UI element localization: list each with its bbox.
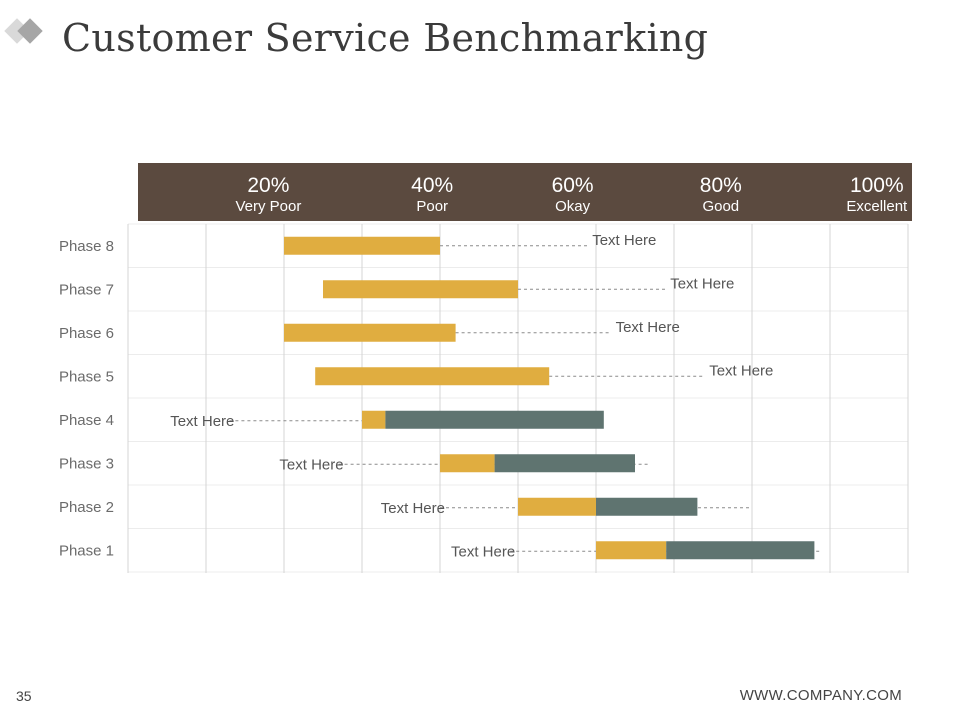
rating-header-column: 60% Okay bbox=[508, 163, 638, 216]
logo-diamond-dark bbox=[17, 18, 43, 44]
rating-header-column: 20% Very Poor bbox=[203, 163, 333, 216]
rating-label: Okay bbox=[555, 198, 591, 215]
phase-label: Phase 4 bbox=[59, 412, 114, 429]
phase-label: Phase 1 bbox=[59, 542, 114, 559]
callout-text: Text Here bbox=[592, 232, 656, 249]
footer-website: WWW.COMPANY.COM bbox=[739, 687, 902, 704]
phase-label: Phase 2 bbox=[59, 499, 114, 516]
rating-percent: 80% bbox=[699, 174, 742, 197]
callout-text: Text Here bbox=[279, 456, 343, 473]
callout-text: Text Here bbox=[381, 500, 445, 517]
bar-segment-accent bbox=[440, 454, 495, 473]
logo-diamond-light bbox=[4, 18, 30, 44]
bar-segment-accent bbox=[315, 367, 550, 386]
rating-percent: 100% bbox=[849, 174, 904, 197]
rating-label: Poor bbox=[416, 198, 449, 215]
bar-segment-secondary bbox=[596, 497, 698, 516]
phase-label: Phase 3 bbox=[59, 455, 114, 472]
bar-segment-accent bbox=[284, 323, 456, 342]
bar-segment-accent bbox=[323, 280, 518, 299]
slide-title: Customer Service Benchmarking bbox=[62, 16, 709, 60]
bar-segment-secondary bbox=[494, 454, 635, 473]
rating-percent: 60% bbox=[551, 174, 594, 197]
rating-header-column: 100% Excellent bbox=[812, 163, 942, 216]
rating-percent: 20% bbox=[247, 174, 290, 197]
rating-label: Excellent bbox=[846, 198, 908, 215]
callout-text: Text Here bbox=[451, 543, 515, 560]
phase-label: Phase 7 bbox=[59, 281, 114, 298]
phase-label: Phase 6 bbox=[59, 325, 114, 342]
callout-text: Text Here bbox=[709, 362, 773, 379]
bar-segment-secondary bbox=[385, 410, 604, 429]
rating-header-band: 20% Very Poor 40% Poor 60% Okay 80% Good 100% Exc… bbox=[138, 163, 912, 221]
callout-text: Text Here bbox=[616, 319, 680, 336]
bar-segment-accent bbox=[518, 497, 596, 516]
bar-segment-secondary bbox=[666, 541, 815, 560]
rating-header-column: 40% Poor bbox=[367, 163, 497, 216]
page-number: 35 bbox=[16, 688, 32, 704]
rating-label: Very Poor bbox=[235, 198, 302, 215]
bar-segment-accent bbox=[362, 410, 386, 429]
phase-label: Phase 5 bbox=[59, 368, 114, 385]
rating-percent: 40% bbox=[411, 174, 454, 197]
bar-segment-accent bbox=[596, 541, 667, 560]
callout-text: Text Here bbox=[670, 275, 734, 292]
phase-label: Phase 8 bbox=[59, 238, 114, 255]
callout-text: Text Here bbox=[170, 413, 234, 430]
rating-label: Good bbox=[702, 198, 740, 215]
bar-segment-accent bbox=[284, 236, 440, 255]
rating-header-column: 80% Good bbox=[656, 163, 786, 216]
logo-diamonds-icon bbox=[4, 18, 43, 44]
